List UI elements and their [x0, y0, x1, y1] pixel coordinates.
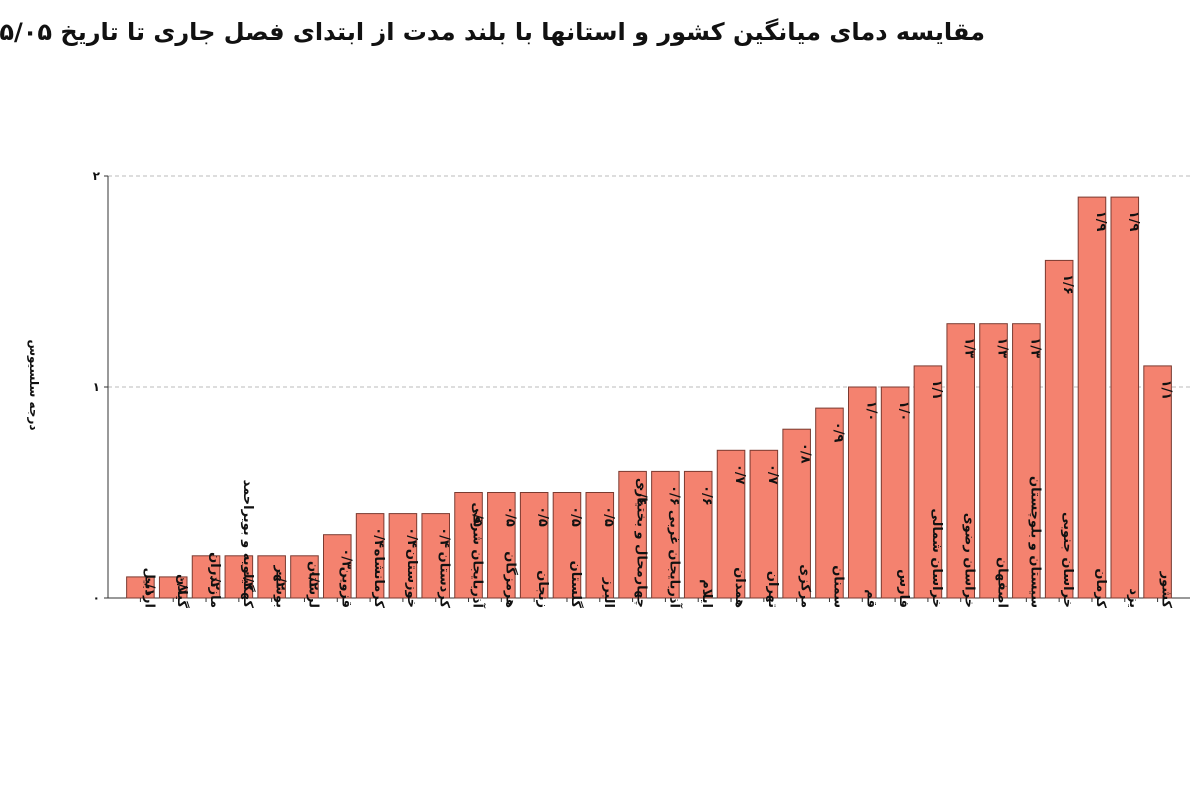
bar	[454, 492, 483, 599]
x-tick-label: گلستان	[568, 561, 584, 609]
x-tick-label: لرستان	[305, 561, 320, 608]
x-tick-label: آذربایجان غربی	[666, 510, 683, 609]
chart-title: مقایسه دمای میانگین کشور و استانها با بل…	[0, 18, 985, 46]
value-label: ۰/۹	[830, 422, 845, 443]
value-label: ۰/۲	[273, 569, 288, 590]
y-tick-label: ۱	[93, 380, 100, 394]
x-tick-label: خوزستان	[404, 549, 419, 608]
value-label: ۰/۲	[207, 569, 222, 590]
bar	[651, 470, 680, 599]
x-tick-label: مازندران	[207, 552, 222, 608]
bar	[421, 513, 450, 599]
bar	[618, 470, 647, 599]
x-tick-label: قم	[863, 589, 878, 608]
x-tick-label: زنجان	[535, 570, 550, 608]
bar	[1012, 323, 1041, 599]
x-tick-label: سمنان	[830, 565, 845, 608]
bar	[782, 428, 811, 599]
value-label: ۰/۱	[174, 576, 189, 597]
x-tick-label: اصفهان	[995, 557, 1010, 608]
value-label: ۱/۳	[1027, 337, 1042, 358]
x-tick-label: خراسان رضوی	[962, 513, 977, 608]
y-tick-label: ۰	[93, 591, 100, 605]
bar	[355, 513, 385, 599]
value-label: ۱/۶	[1060, 274, 1075, 295]
value-label: ۰/۵	[470, 506, 485, 527]
x-tick-label: تهران	[765, 571, 780, 608]
x-tick-label: آذربایجان شرقی	[470, 502, 487, 608]
x-tick-label: همدان	[732, 567, 747, 608]
x-tick-label: خراسان جنوبی	[1060, 512, 1075, 608]
x-tick-label: بوشهر	[273, 565, 288, 609]
value-label: ۱/۰	[863, 401, 878, 422]
value-label: ۱/۳	[962, 337, 977, 358]
value-label: ۰/۷	[732, 464, 747, 485]
x-tick-label: هرمزگان	[502, 551, 518, 608]
value-label: ۰/۶	[666, 485, 681, 506]
bar	[257, 555, 286, 599]
value-label: ۱/۱	[929, 380, 944, 401]
value-label: ۰/۷	[765, 464, 780, 485]
value-label: ۰/۵	[601, 506, 616, 527]
bar	[323, 534, 352, 599]
value-label: ۰/۵	[535, 506, 550, 527]
x-tick-label: کردستان	[437, 552, 452, 609]
bar	[290, 555, 319, 599]
x-tick-label: چهارمحال و بختیاری	[634, 478, 649, 608]
bar	[1077, 196, 1107, 599]
bar	[848, 386, 877, 599]
value-label: ۱/۹	[1126, 211, 1141, 232]
bar	[979, 323, 1008, 599]
x-tick-label: خراسان شمالی	[929, 508, 944, 608]
value-label: ۱/۳	[995, 337, 1010, 358]
x-tick-label: کهگیلویه و بویراحمد	[240, 480, 256, 609]
value-label: ۱/۹	[1093, 211, 1108, 232]
x-tick-label: کشور	[1159, 571, 1174, 609]
bar	[913, 365, 943, 599]
value-label: ۰/۶	[699, 485, 714, 506]
bar	[815, 407, 844, 599]
value-label: ۰/۲	[240, 569, 255, 590]
x-tick-label: یزد	[1126, 588, 1141, 608]
value-label: ۰/۴	[371, 527, 386, 548]
x-tick-label: کرمان	[1093, 568, 1108, 608]
value-label: ۱/۱	[1159, 380, 1174, 401]
bar	[585, 492, 615, 599]
value-label: ۰/۶	[634, 485, 649, 506]
value-label: ۰/۴	[404, 527, 419, 548]
value-label: ۰/۴	[437, 527, 452, 548]
x-tick-label: کرمانشاه	[371, 549, 386, 609]
bar	[224, 555, 254, 599]
x-tick-label: البرز	[601, 577, 616, 608]
bar	[552, 492, 582, 599]
x-tick-label: فارس	[896, 569, 911, 608]
bar	[1143, 365, 1172, 599]
value-label: ۰/۸	[798, 443, 813, 464]
value-label: ۰/۱	[141, 576, 156, 597]
x-tick-label: اردبیل	[141, 568, 156, 608]
x-tick-label: ایلام	[699, 579, 714, 608]
y-axis-label: درجه سلسیوس	[26, 339, 41, 430]
value-label: ۰/۲	[305, 569, 320, 590]
y-tick-label: ۲	[93, 169, 101, 183]
x-tick-label: گیلان	[174, 574, 190, 608]
bar	[716, 449, 746, 599]
x-tick-label: قزوین	[338, 567, 353, 608]
bar	[683, 470, 713, 599]
value-label: ۰/۵	[502, 506, 517, 527]
bar	[487, 492, 516, 599]
value-label: ۰/۵	[568, 506, 583, 527]
value-label: ۱/۰	[896, 401, 911, 422]
bar	[749, 449, 779, 599]
bar	[1044, 259, 1074, 599]
bar	[519, 492, 549, 599]
value-label: ۰/۳	[338, 548, 353, 569]
x-tick-label: سیستان و بلوچستان	[1027, 476, 1042, 608]
bar	[1110, 196, 1140, 599]
bar	[946, 323, 975, 599]
x-tick-label: مرکزی	[798, 564, 813, 608]
